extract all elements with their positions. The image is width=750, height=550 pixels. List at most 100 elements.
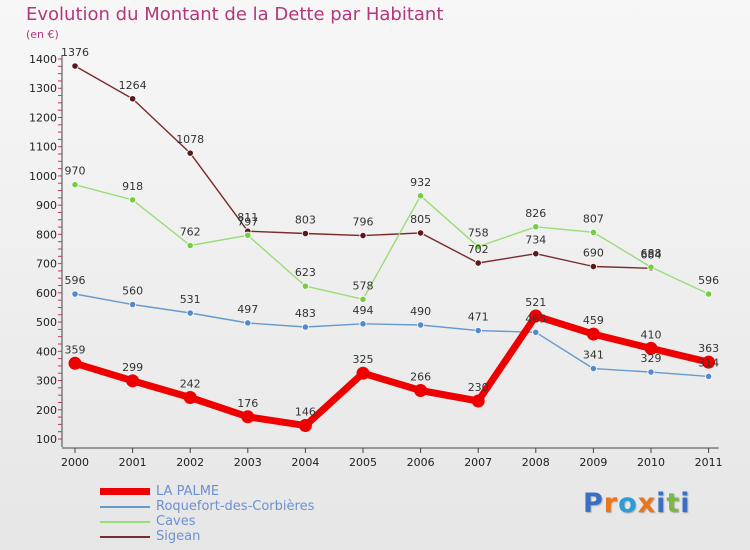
data-point-la-palme [586,327,600,341]
data-label-la-palme: 299 [122,361,143,374]
data-point-caves [704,290,713,298]
data-label-caves: 970 [65,165,86,178]
data-label-caves: 596 [698,274,719,287]
legend-swatch [100,488,150,495]
data-point-caves [589,228,598,236]
data-point-roquefort-des-corbieres [129,300,137,309]
y-tick-label: 300 [36,375,57,388]
logo-letter: P [583,488,604,519]
data-point-la-palme [356,366,370,380]
y-tick-label: 700 [36,258,57,271]
data-label-roquefort-des-corbieres: 483 [295,307,316,320]
data-label-la-palme: 266 [410,370,431,383]
legend-swatch [100,506,150,508]
data-labels-layer: 1376 1264 1078 811 803 796 805 702 734 690 684 970 9… [61,46,719,419]
data-label-caves: 578 [353,279,374,292]
x-tick-label: 2001 [119,456,147,469]
data-label-la-palme: 325 [353,353,374,366]
series-roquefort-des-corbieres [71,290,713,381]
data-point-caves [532,223,540,231]
data-label-caves: 623 [295,266,316,279]
data-label-sigean: 1078 [176,133,204,146]
data-point-caves [359,295,367,303]
data-label-la-palme: 230 [468,381,489,394]
proxiti-logo: Proxiti [583,488,691,519]
series-sigean [71,62,655,272]
legend-item-caves: Caves [100,514,420,529]
logo-letter: i [680,488,691,519]
y-tick-label: 100 [36,433,57,446]
data-point-sigean [474,259,482,267]
data-point-roquefort-des-corbieres [647,368,655,376]
data-label-la-palme: 459 [583,314,604,327]
data-point-caves [129,196,137,204]
data-point-la-palme [68,356,82,370]
series-line-la-palme [71,312,713,430]
data-label-roquefort-des-corbieres: 497 [237,303,258,316]
data-point-roquefort-des-corbieres [532,328,540,336]
chart-unit: (en €) [26,28,59,41]
data-label-caves: 797 [237,215,258,228]
data-point-la-palme [702,355,716,369]
data-label-caves: 807 [583,212,604,225]
data-point-roquefort-des-corbieres [71,290,79,298]
logo-letter: r [603,488,619,519]
data-label-sigean: 690 [583,247,604,260]
data-point-roquefort-des-corbieres [416,321,425,329]
data-point-roquefort-des-corbieres [474,326,482,335]
data-point-sigean [301,229,309,238]
data-label-roquefort-des-corbieres: 490 [410,305,431,318]
data-label-roquefort-des-corbieres: 465 [525,312,546,325]
x-tick-label: 2010 [637,456,665,469]
chart-title: Evolution du Montant de la Dette par Hab… [26,4,444,25]
y-tick-label: 1200 [29,111,57,124]
y-tick-label: 200 [36,404,57,417]
data-point-sigean [359,231,367,240]
x-tick-label: 2009 [579,456,607,469]
data-label-la-palme: 410 [641,328,662,341]
data-point-sigean [129,95,137,103]
x-tick-label: 2002 [176,456,204,469]
y-tick-label: 800 [36,228,57,241]
data-label-roquefort-des-corbieres: 596 [65,274,86,287]
data-point-roquefort-des-corbieres [359,320,367,328]
data-point-roquefort-des-corbieres [186,309,194,317]
data-label-sigean: 1376 [61,46,89,59]
chart-axes: 100 200 300 400 500 600 700 800 900 1000 1100 1200 1… [29,53,723,469]
x-tick-label: 2003 [234,456,262,469]
data-point-caves [244,231,252,239]
x-tick-label: 2008 [522,456,550,469]
data-point-caves [186,241,194,250]
data-point-la-palme [529,309,543,323]
data-label-roquefort-des-corbieres: 329 [641,352,662,365]
y-tick-label: 1400 [29,53,57,66]
legend-swatch [100,521,150,523]
data-label-la-palme: 176 [237,397,258,410]
data-point-sigean [71,62,79,70]
data-point-sigean [186,149,194,157]
data-label-la-palme: 146 [295,406,316,419]
series-caves [71,181,713,303]
x-tick-label: 2000 [61,456,89,469]
legend-label: Caves [156,514,196,529]
series-layer [68,62,716,433]
data-label-roquefort-des-corbieres: 531 [180,293,201,306]
series-line-caves [74,183,710,300]
data-label-sigean: 702 [468,243,489,256]
legend-item-la-palme: LA PALME [100,484,420,499]
data-point-caves [647,263,655,271]
data-point-roquefort-des-corbieres [301,323,309,331]
data-label-caves: 688 [641,247,662,260]
x-tick-label: 2004 [291,456,319,469]
data-label-sigean: 796 [353,216,374,229]
logo-letter: x [637,488,657,519]
data-point-la-palme [414,383,428,397]
logo-letter: t [666,488,681,519]
y-tick-label: 1300 [29,82,57,95]
data-point-roquefort-des-corbieres [704,372,713,381]
x-tick-label: 2007 [464,456,492,469]
data-label-roquefort-des-corbieres: 494 [353,304,374,317]
data-label-sigean: 1264 [119,79,147,92]
data-label-la-palme: 359 [65,343,86,356]
